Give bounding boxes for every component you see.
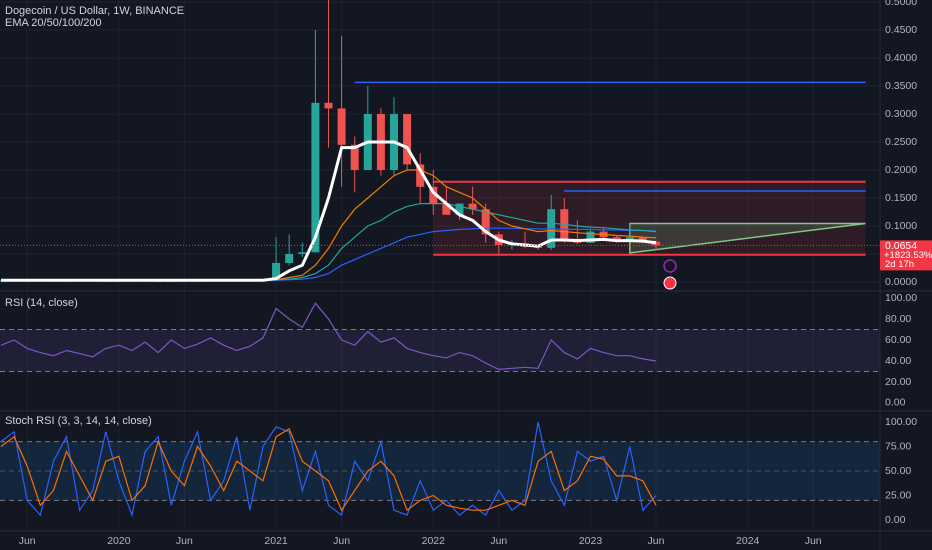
- y-tick-label: 0.3500: [885, 80, 917, 92]
- x-tick-label: 2020: [107, 535, 131, 547]
- indicator-panes: [0, 302, 880, 518]
- y-tick-label: 100.00: [885, 292, 917, 304]
- price-pane: [0, 0, 880, 282]
- y-tick-label: 0.0000: [885, 276, 917, 288]
- x-tick-label: Jun: [176, 535, 193, 547]
- event-icon[interactable]: [663, 259, 677, 273]
- symbol-title: Dogecoin / US Dollar, 1W, BINANCE: [5, 5, 184, 17]
- y-tick-label: 0.3000: [885, 108, 917, 120]
- indicator-line: [0, 421, 657, 518]
- x-tick-label: Jun: [19, 535, 36, 547]
- candle-body: [652, 241, 660, 246]
- candle-body: [311, 102, 320, 253]
- candle-body: [337, 108, 346, 145]
- candle-body: [481, 209, 490, 235]
- price-change-label: +1823.53%: [884, 250, 932, 261]
- y-tick-label: 60.00: [885, 334, 911, 346]
- y-tick-label: 40.00: [885, 355, 911, 367]
- candle-body: [285, 253, 294, 263]
- band-fill: [0, 329, 880, 372]
- event-icon[interactable]: [663, 276, 677, 290]
- candle-body: [416, 164, 425, 187]
- rsi-title: RSI (14, close): [5, 297, 78, 309]
- x-tick-label: Jun: [805, 535, 822, 547]
- x-tick-label: 2024: [736, 535, 760, 547]
- indicator-legend: EMA 20/50/100/200: [5, 17, 102, 29]
- candle-body: [272, 262, 281, 280]
- stoch-title: Stoch RSI (3, 3, 14, 14, close): [5, 415, 152, 427]
- candle-body: [403, 114, 412, 165]
- indicator-line: [0, 428, 657, 512]
- x-tick-label: Jun: [333, 535, 350, 547]
- candle-body: [429, 186, 438, 204]
- x-tick-label: Jun: [490, 535, 507, 547]
- y-tick-label: 25.00: [885, 489, 911, 501]
- y-tick-label: 50.00: [885, 465, 911, 477]
- y-tick-label: 80.00: [885, 313, 911, 325]
- y-tick-label: 0.5000: [885, 0, 917, 8]
- candle-body: [442, 203, 451, 215]
- candle-body: [324, 102, 333, 109]
- candle-body: [638, 237, 647, 242]
- x-tick-label: 2023: [579, 535, 603, 547]
- y-tick-label: 0.4000: [885, 52, 917, 64]
- y-tick-label: 100.00: [885, 416, 917, 428]
- candle-body: [455, 203, 464, 215]
- y-tick-label: 0.1000: [885, 220, 917, 232]
- last-price-label: 0.0654: [885, 240, 917, 252]
- candle-body: [468, 203, 477, 210]
- last-price-box: [880, 240, 932, 271]
- candle-body: [350, 144, 359, 171]
- x-tick-label: Jun: [648, 535, 665, 547]
- y-tick-label: 75.00: [885, 440, 911, 452]
- y-tick-label: 0.00: [885, 514, 906, 526]
- axis-layer: Jun 2020 Jun 2021 Jun 2022 Jun 2023 Jun 2024 Jun 0.…: [19, 0, 932, 547]
- x-tick-label: 2022: [422, 535, 446, 547]
- y-tick-label: 0.4500: [885, 24, 917, 36]
- y-tick-label: 0.00: [885, 397, 906, 409]
- x-tick-label: 2021: [264, 535, 288, 547]
- y-tick-label: 0.2000: [885, 164, 917, 176]
- indicator-line: [1, 140, 657, 282]
- y-tick-label: 0.1500: [885, 192, 917, 204]
- candle-body: [612, 237, 621, 240]
- candle-body: [298, 252, 307, 254]
- candle-body: [625, 237, 634, 240]
- indicator-line: [0, 302, 657, 371]
- y-tick-label: 0.2500: [885, 136, 917, 148]
- candle-body: [586, 231, 595, 243]
- countdown-label: 2d 17h: [885, 259, 914, 270]
- y-tick-label: 20.00: [885, 376, 911, 388]
